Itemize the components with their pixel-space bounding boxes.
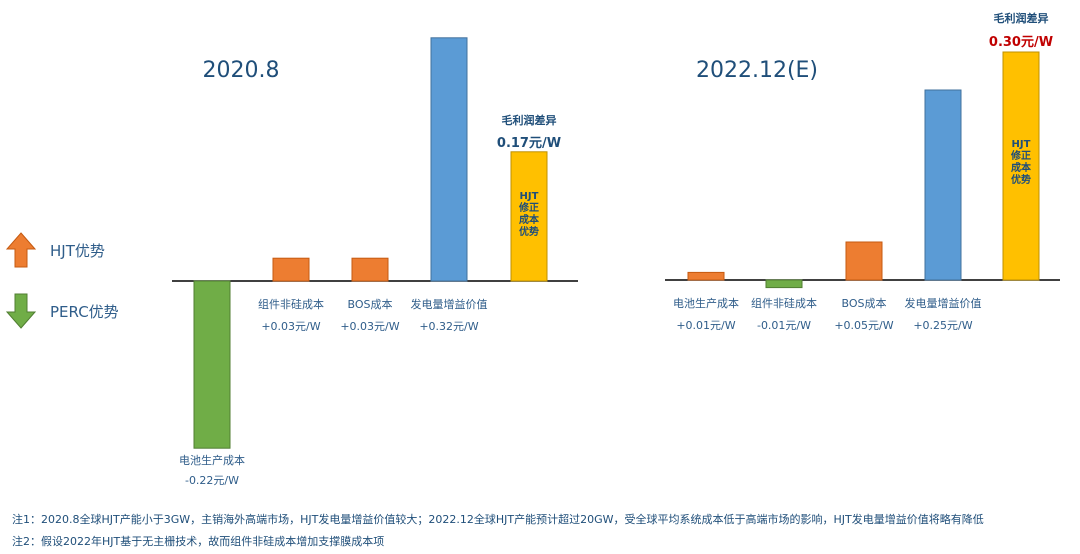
- footnote-1: 注1：2020.8全球HJT产能小于3GW，主销海外高端市场，HJT发电量增益价…: [12, 513, 984, 526]
- value-label-2022-0: +0.01元/W: [676, 319, 735, 332]
- value-label-2022-3: +0.25元/W: [913, 319, 972, 332]
- bar-2020-2: [351, 257, 389, 282]
- result-value-2022: 0.30元/W: [989, 35, 1053, 50]
- footnote-2: 注2：假设2022年HJT基于无主栅技术，故而组件非硅成本增加支撑膜成本项: [12, 535, 385, 548]
- bar-2020-3: [430, 37, 468, 282]
- category-label-2020-2: BOS成本: [348, 297, 393, 311]
- bar-2022-3: [924, 89, 962, 281]
- category-label-2020-1: 组件非硅成本: [258, 297, 324, 311]
- bar-2022-0: [687, 271, 725, 281]
- value-label-2020-0: -0.22元/W: [185, 474, 239, 487]
- bar-caption-2022-0: HJT: [1012, 139, 1031, 150]
- value-label-2022-1: -0.01元/W: [757, 319, 811, 332]
- bar-2022-2: [845, 241, 883, 281]
- category-label-2022-2: BOS成本: [842, 296, 887, 310]
- panel-title-2022: 2022.12(E): [696, 58, 818, 83]
- up-arrow-icon: [6, 232, 36, 268]
- bar-caption-2020-2: 成本: [519, 213, 540, 226]
- bar-2020-1: [272, 257, 310, 282]
- down-arrow-icon: [6, 293, 36, 329]
- value-label-2022-2: +0.05元/W: [834, 319, 893, 332]
- result-label-2020: 毛利润差异: [502, 113, 557, 127]
- bar-2022-4: [1002, 51, 1040, 281]
- result-value-2020: 0.17元/W: [497, 136, 561, 151]
- value-label-2020-2: +0.03元/W: [340, 320, 399, 333]
- bar-caption-2020-1: 修正: [518, 201, 539, 214]
- legend-perc: PERC优势: [6, 293, 119, 329]
- bar-caption-2022-1: 修正: [1010, 149, 1031, 162]
- bar-caption-2022-2: 成本: [1011, 161, 1032, 174]
- value-label-2020-3: +0.32元/W: [419, 320, 478, 333]
- value-label-2020-1: +0.03元/W: [261, 320, 320, 333]
- bar-2022-1: [765, 279, 803, 289]
- category-label-2020-0: 电池生产成本: [179, 453, 245, 467]
- bar-2020-4: [510, 151, 548, 282]
- category-label-2022-3: 发电量增益价值: [905, 296, 982, 310]
- legend-hjt-label: HJT优势: [50, 241, 105, 260]
- category-label-2022-0: 电池生产成本: [673, 296, 739, 310]
- bar-caption-2020-3: 优势: [519, 225, 539, 238]
- result-label-2022: 毛利润差异: [994, 11, 1049, 25]
- bar-2020-0: [193, 280, 231, 449]
- bar-caption-2020-0: HJT: [520, 191, 539, 202]
- category-label-2020-3: 发电量增益价值: [411, 297, 488, 311]
- panel-title-2020: 2020.8: [203, 58, 280, 83]
- category-label-2022-1: 组件非硅成本: [751, 296, 817, 310]
- bar-caption-2022-3: 优势: [1011, 173, 1031, 186]
- legend-hjt: HJT优势: [6, 232, 105, 268]
- legend-perc-label: PERC优势: [50, 302, 119, 321]
